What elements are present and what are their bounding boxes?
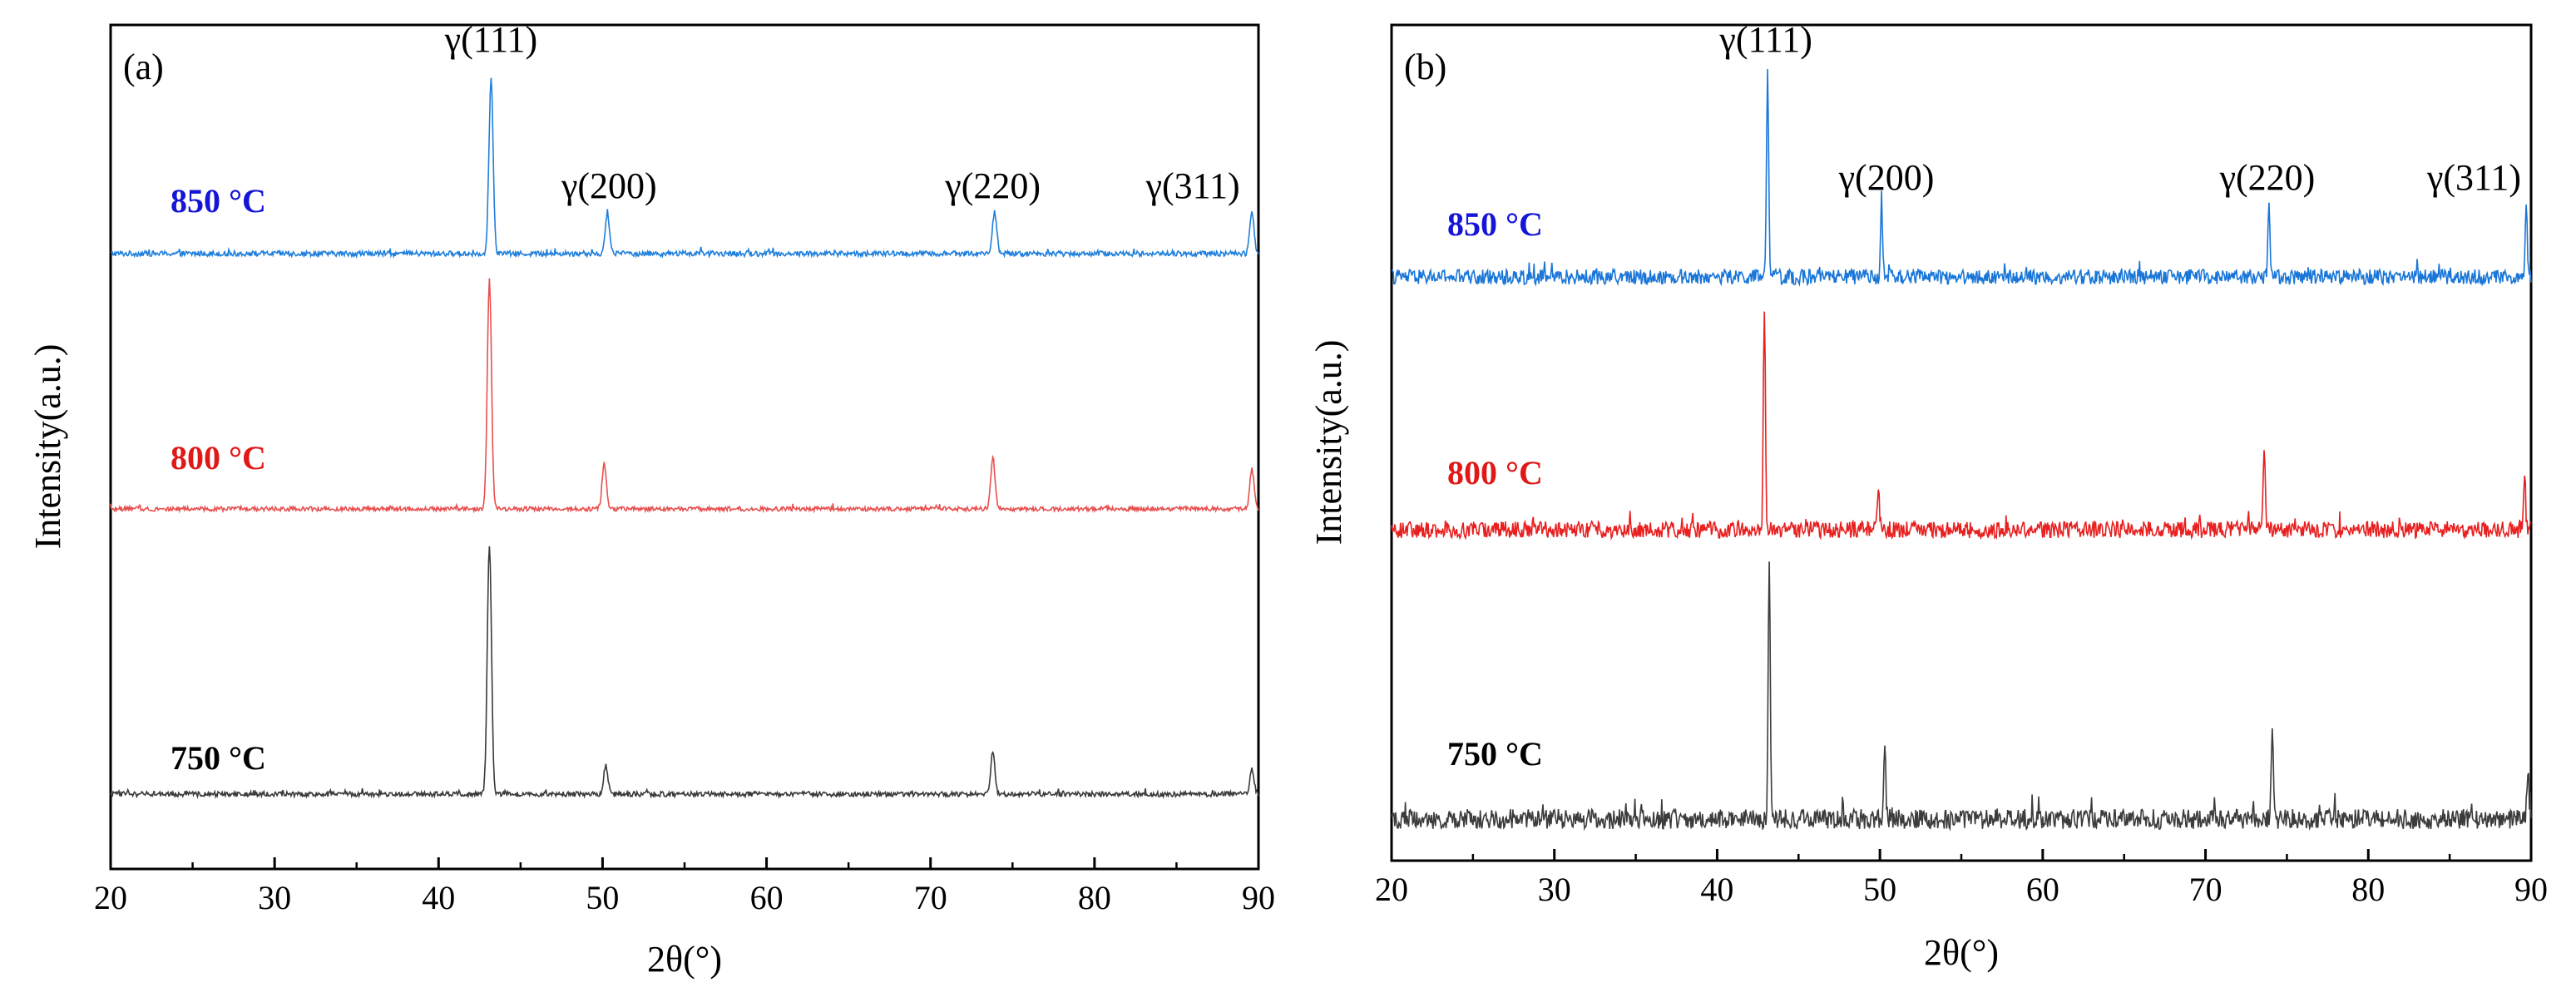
x-tick-label: 70	[914, 879, 947, 916]
temperature-labels: 850 °C 800 °C 750 °C	[171, 182, 266, 777]
peak-label: γ(311)	[2426, 157, 2521, 198]
x-tick-label: 50	[1863, 871, 1896, 908]
peak-labels: γ(111) γ(200) γ(220) γ(311)	[1718, 19, 2521, 198]
x-tick-label: 90	[1242, 879, 1275, 916]
x-axis-label: 2θ(°)	[647, 939, 722, 980]
panel-label: (b)	[1404, 47, 1446, 87]
series-temp-label: 850 °C	[171, 182, 266, 220]
x-tick-label: 60	[2026, 871, 2059, 908]
peak-label: γ(311)	[1145, 165, 1240, 206]
x-axis-label: 2θ(°)	[1924, 932, 1999, 973]
plot-frame	[1390, 23, 2533, 862]
x-tick-label: 40	[422, 879, 455, 916]
x-tick-label: 80	[2351, 871, 2385, 908]
peak-label: γ(111)	[1718, 19, 1812, 60]
plot-frame	[109, 23, 1260, 871]
series-line-750C	[110, 545, 1259, 800]
x-tick-label: 20	[1375, 871, 1408, 908]
x-tick-label: 50	[586, 879, 619, 916]
x-tick-label: 70	[2189, 871, 2222, 908]
x-tick-label: 30	[1538, 871, 1571, 908]
series-temp-label: 800 °C	[171, 439, 266, 476]
peak-label: γ(220)	[2219, 157, 2316, 198]
series-lines	[1391, 68, 2532, 832]
peak-labels: γ(111) γ(200) γ(220) γ(311)	[444, 19, 1240, 206]
peak-label: γ(220)	[944, 165, 1041, 206]
x-tick-label: 20	[94, 879, 127, 916]
x-tick-label: 40	[1700, 871, 1733, 908]
y-axis-label: Intensity(a.u.)	[1308, 340, 1349, 545]
series-lines	[110, 77, 1259, 800]
panel-a: 20 30 40 50 60 70 80 90 γ(111) γ(200) γ(220) γ(311…	[27, 19, 1275, 980]
panel-label: (a)	[123, 47, 164, 87]
peak-label: γ(200)	[561, 165, 657, 206]
x-tick-label: 30	[258, 879, 291, 916]
peak-label: γ(200)	[1838, 157, 1935, 198]
series-line-800C	[1391, 311, 2532, 541]
series-line-800C	[110, 278, 1259, 514]
temperature-labels: 850 °C 800 °C 750 °C	[1447, 205, 1543, 773]
series-temp-label: 800 °C	[1447, 454, 1543, 491]
series-line-750C	[1391, 561, 2532, 832]
x-ticks: 20 30 40 50 60 70 80 90	[94, 857, 1275, 916]
series-temp-label: 750 °C	[171, 739, 266, 777]
x-ticks: 20 30 40 50 60 70 80 90	[1375, 849, 2548, 908]
x-tick-label: 80	[1078, 879, 1111, 916]
series-temp-label: 850 °C	[1447, 205, 1543, 243]
panel-b: 20 30 40 50 60 70 80 90 γ(111) γ(200) γ(220) γ(311…	[1308, 19, 2548, 973]
series-temp-label: 750 °C	[1447, 735, 1543, 773]
x-tick-label: 90	[2514, 871, 2548, 908]
peak-label: γ(111)	[444, 19, 537, 60]
x-tick-label: 60	[750, 879, 784, 916]
y-axis-label: Intensity(a.u.)	[27, 344, 68, 550]
series-line-850C	[1391, 68, 2532, 287]
series-line-850C	[110, 77, 1259, 259]
